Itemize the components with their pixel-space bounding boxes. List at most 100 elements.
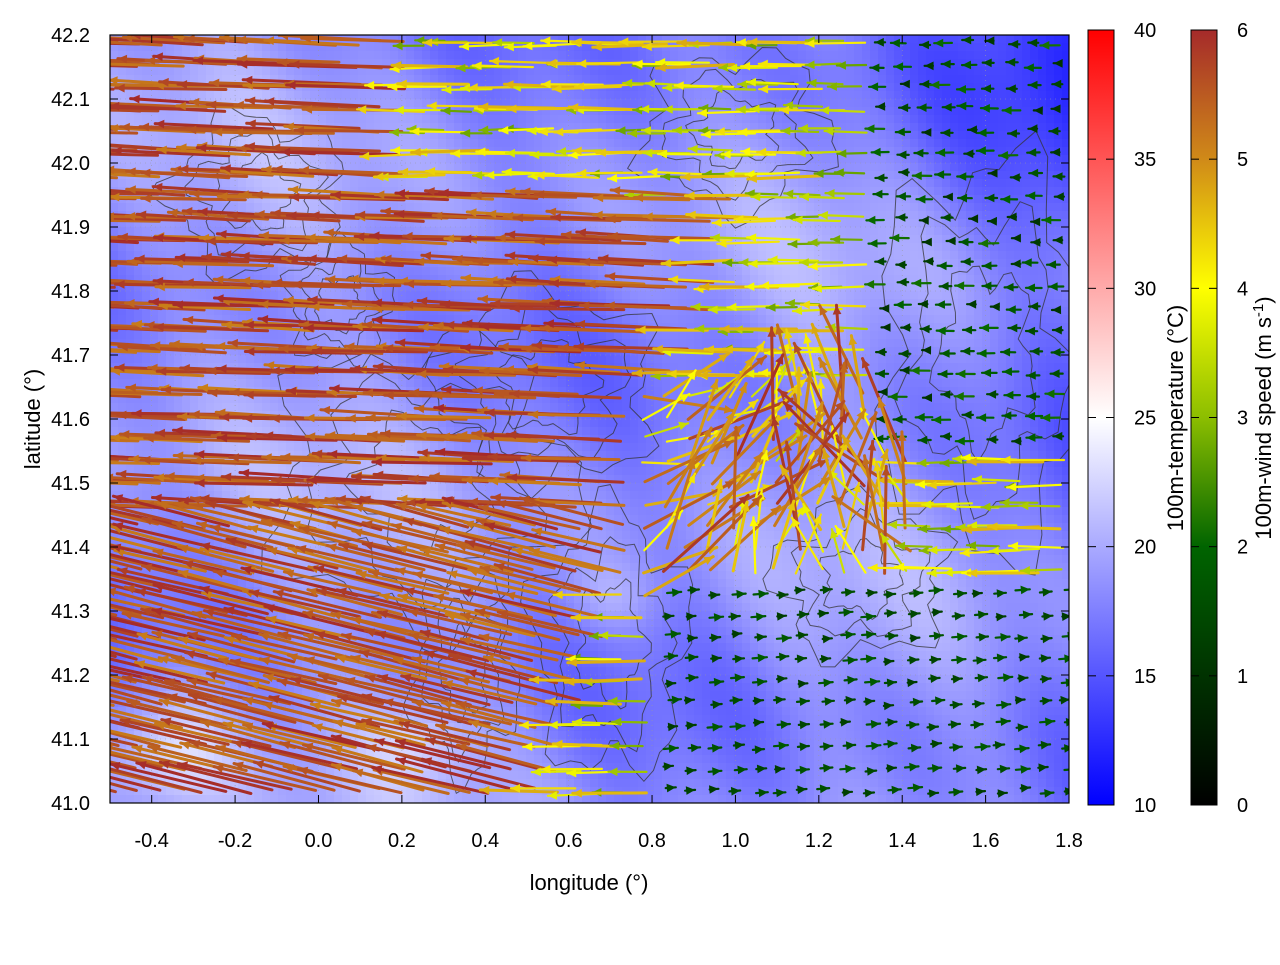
heatmap-cell (566, 75, 575, 84)
heatmap-cell (750, 251, 759, 260)
heatmap-cell (222, 203, 231, 212)
heatmap-cell (246, 139, 255, 148)
heatmap-cell (838, 203, 847, 212)
heatmap-cell (926, 51, 935, 60)
heatmap-cell (582, 251, 591, 260)
heatmap-cell (382, 219, 391, 228)
heatmap-cell (974, 243, 983, 252)
heatmap-cell (630, 107, 639, 116)
heatmap-cell (854, 67, 863, 76)
heatmap-cell (110, 131, 119, 140)
heatmap-cell (422, 43, 431, 52)
heatmap-cell (670, 251, 679, 260)
heatmap-cell (878, 331, 887, 340)
heatmap-cell (502, 131, 511, 140)
heatmap-cell (214, 355, 223, 364)
heatmap-cell (910, 283, 919, 292)
heatmap-cell (1014, 219, 1023, 228)
heatmap-cell (174, 267, 183, 276)
heatmap-cell (414, 291, 423, 300)
heatmap-cell (1014, 355, 1023, 364)
heatmap-cell (966, 115, 975, 124)
heatmap-cell (1006, 147, 1015, 156)
heatmap-cell (542, 107, 551, 116)
heatmap-cell (470, 219, 479, 228)
heatmap-cell (830, 347, 839, 356)
heatmap-cell (926, 83, 935, 92)
heatmap-cell (118, 43, 127, 52)
heatmap-cell (550, 75, 559, 84)
heatmap-cell (846, 203, 855, 212)
heatmap-cell (782, 323, 791, 332)
heatmap-cell (942, 51, 951, 60)
heatmap-cell (598, 131, 607, 140)
heatmap-cell (566, 195, 575, 204)
heatmap-cell (374, 43, 383, 52)
heatmap-cell (782, 123, 791, 132)
heatmap-cell (878, 163, 887, 172)
heatmap-cell (326, 91, 335, 100)
heatmap-cell (758, 91, 767, 100)
heatmap-cell (798, 195, 807, 204)
heatmap-cell (598, 283, 607, 292)
heatmap-cell (766, 91, 775, 100)
heatmap-cell (918, 323, 927, 332)
heatmap-cell (166, 227, 175, 236)
heatmap-cell (838, 51, 847, 60)
heatmap-cell (998, 131, 1007, 140)
heatmap-cell (126, 115, 135, 124)
heatmap-cell (982, 227, 991, 236)
heatmap-cell (470, 123, 479, 132)
heatmap-cell (374, 179, 383, 188)
heatmap-cell (302, 75, 311, 84)
heatmap-cell (1046, 235, 1055, 244)
heatmap-cell (142, 227, 151, 236)
heatmap-cell (862, 355, 871, 364)
heatmap-cell (1014, 83, 1023, 92)
heatmap-cell (830, 291, 839, 300)
heatmap-cell (766, 123, 775, 132)
heatmap-cell (926, 323, 935, 332)
heatmap-cell (158, 251, 167, 260)
heatmap-cell (934, 107, 943, 116)
heatmap-cell (326, 363, 335, 372)
heatmap-cell (334, 51, 343, 60)
heatmap-cell (238, 331, 247, 340)
heatmap-cell (190, 219, 199, 228)
heatmap-cell (1046, 115, 1055, 124)
heatmap-cell (1038, 251, 1047, 260)
heatmap-cell (1062, 347, 1069, 356)
heatmap-cell (934, 323, 943, 332)
heatmap-cell (886, 243, 895, 252)
heatmap-cell (166, 219, 175, 228)
heatmap-cell (910, 291, 919, 300)
heatmap-cell (750, 219, 759, 228)
heatmap-cell (974, 331, 983, 340)
heatmap-cell (950, 91, 959, 100)
heatmap-cell (726, 203, 735, 212)
heatmap-cell (662, 355, 671, 364)
heatmap-cell (814, 267, 823, 276)
heatmap-cell (758, 203, 767, 212)
heatmap-cell (734, 195, 743, 204)
heatmap-cell (406, 291, 415, 300)
heatmap-cell (262, 51, 271, 60)
heatmap-cell (950, 195, 959, 204)
heatmap-cell (118, 227, 127, 236)
heatmap-cell (446, 339, 455, 348)
heatmap-cell (862, 251, 871, 260)
heatmap-cell (846, 347, 855, 356)
heatmap-cell (1062, 123, 1069, 132)
heatmap-cell (254, 259, 263, 268)
heatmap-cell (974, 163, 983, 172)
heatmap-cell (862, 163, 871, 172)
heatmap-cell (782, 99, 791, 108)
heatmap-cell (806, 131, 815, 140)
heatmap-cell (358, 331, 367, 340)
heatmap-cell (646, 243, 655, 252)
heatmap-cell (558, 243, 567, 252)
heatmap-cell (782, 275, 791, 284)
heatmap-cell (1014, 75, 1023, 84)
heatmap-cell (390, 283, 399, 292)
heatmap-cell (1062, 163, 1069, 172)
